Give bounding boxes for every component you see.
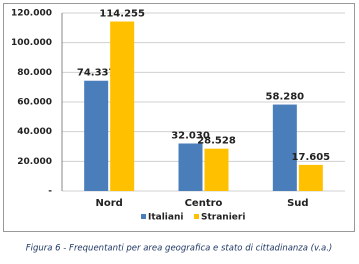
y-tick-label: 60.000 <box>17 98 52 108</box>
legend-label: Stranieri <box>201 213 245 223</box>
bar <box>178 143 203 191</box>
y-tick-label: 40.000 <box>17 127 52 137</box>
value-label: 32.030 <box>171 130 210 141</box>
x-tick-label: Sud <box>287 198 308 209</box>
legend-swatch <box>194 214 199 219</box>
value-label: 74.337 <box>77 68 116 79</box>
value-label: 17.605 <box>292 152 331 163</box>
value-label: 114.255 <box>99 9 145 20</box>
value-label: 58.280 <box>266 92 305 103</box>
legend-swatch <box>141 214 146 219</box>
bar <box>110 21 135 192</box>
x-tick-label: Nord <box>95 198 122 209</box>
y-tick-label: 100.000 <box>11 38 52 48</box>
bar <box>84 80 109 191</box>
bar <box>298 164 323 191</box>
y-tick-label: 120.000 <box>11 9 52 19</box>
legend-label: Italiani <box>148 213 183 223</box>
x-tick-label: Centro <box>185 198 223 209</box>
value-label: 28.528 <box>197 136 236 147</box>
caption: Figura 6 - Frequentanti per area geograf… <box>26 244 333 254</box>
bar <box>204 148 229 191</box>
y-tick-label: 20.000 <box>17 157 52 167</box>
y-tick-label: - <box>48 187 52 197</box>
bar <box>272 104 297 191</box>
y-tick-label: 80.000 <box>17 68 52 78</box>
